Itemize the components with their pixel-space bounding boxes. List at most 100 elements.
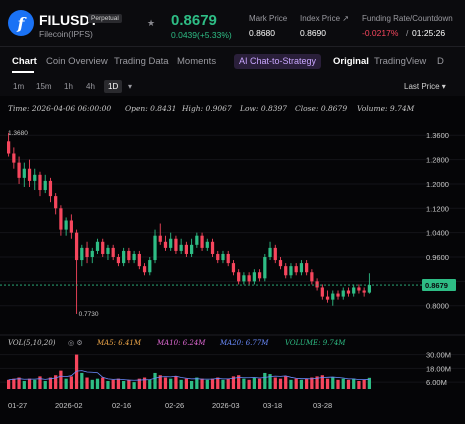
volume-bar	[163, 377, 168, 389]
volume-bar	[352, 378, 356, 389]
candle-body	[205, 241, 209, 248]
ohlc-open: Open: 0.8431	[125, 104, 176, 113]
candle-body	[38, 174, 42, 191]
coin-subname: Filecoin(IPFS)	[39, 29, 93, 39]
tab-ai-chat-to-strategy[interactable]: AI Chat-to-Strategy	[234, 54, 322, 69]
candle-body	[169, 238, 173, 248]
candle-body	[195, 235, 199, 245]
candle-body	[122, 250, 126, 264]
volume-bar	[64, 378, 68, 389]
interval-1m[interactable]: 1m	[13, 82, 25, 91]
tab-coin-overview[interactable]: Coin Overview	[46, 56, 108, 67]
tab-chart[interactable]: Chart	[12, 56, 37, 67]
volume-bar	[80, 372, 84, 389]
candle-body	[137, 253, 141, 267]
volume-bar	[101, 377, 105, 389]
candle-body	[336, 293, 340, 297]
candle-body	[12, 153, 16, 163]
last-price-tag-text: 0.8679	[425, 281, 448, 290]
funding-rate-value: -0.0217%	[362, 28, 399, 38]
eye-icon[interactable]: ◎ ⚙	[68, 339, 83, 347]
favorite-star-icon[interactable]: ★	[147, 18, 156, 28]
candle-body	[216, 253, 220, 261]
candle-body	[247, 275, 251, 282]
volume-bar	[331, 377, 335, 389]
candle-body	[263, 257, 267, 279]
volume-bar	[247, 379, 251, 389]
interval-1h[interactable]: 1h	[64, 82, 73, 91]
price-change: 0.0439(+5.33%)	[171, 30, 232, 40]
volume-bar	[54, 375, 58, 389]
volume-bar	[127, 379, 131, 389]
candle-body	[357, 287, 361, 291]
candle-body	[242, 275, 246, 282]
last-price-selector[interactable]: Last Price ▾	[404, 82, 446, 91]
interval-1d[interactable]: 1D	[104, 80, 123, 93]
time-tick-label: 2026-02	[55, 401, 83, 410]
candle-body	[226, 253, 230, 264]
tab-depth[interactable]: D	[437, 56, 444, 67]
symbol-title[interactable]: FILUSDT	[39, 12, 99, 28]
ohlc-high: High: 0.9067	[181, 104, 232, 113]
volume-bar	[158, 375, 162, 389]
candle-body	[111, 247, 115, 258]
chart-background	[0, 96, 465, 424]
candle-body	[352, 287, 356, 294]
volume-bar	[367, 377, 372, 389]
candle-body	[174, 238, 178, 251]
candle-body	[273, 247, 277, 261]
tab-trading-data[interactable]: Trading Data	[114, 56, 169, 67]
candle-body	[284, 266, 288, 276]
interval-dropdown-chevron-icon[interactable]: ▾	[128, 82, 133, 91]
funding-countdown: 01:25:26	[412, 28, 446, 38]
time-tick-label: 03-28	[313, 401, 332, 410]
interval-4h[interactable]: 4h	[86, 82, 95, 91]
ohlc-low: Low: 0.8397	[239, 104, 287, 113]
volume-bar	[278, 378, 283, 389]
candle-body	[299, 263, 304, 273]
tab-tradingview[interactable]: TradingView	[374, 56, 427, 67]
volume-bar	[38, 376, 42, 389]
perpetual-badge: Perpetual	[88, 14, 122, 23]
volume-bar	[362, 379, 366, 389]
candle-body	[310, 272, 314, 282]
volume-bar	[27, 378, 32, 389]
candle-body	[305, 263, 309, 273]
volume-tick-label: 6.00M	[426, 378, 447, 387]
volume-bar	[122, 380, 126, 389]
volume-bar	[137, 378, 141, 389]
candle-body	[85, 247, 89, 258]
candlestick-chart[interactable]: Time: 2026-04-06 06:00:00 Open: 0.8431 H…	[0, 96, 465, 424]
volume-bar	[231, 376, 236, 389]
volume-bar	[205, 379, 209, 389]
tab-moments[interactable]: Moments	[177, 56, 217, 67]
volume-bar	[116, 378, 121, 389]
volume-bar	[216, 377, 220, 389]
volume-tick-label: 30.00M	[426, 351, 451, 360]
candle-body	[54, 196, 58, 209]
last-price-tag	[422, 279, 456, 292]
time-tick-label: 03-18	[263, 401, 282, 410]
volume-bar	[226, 378, 230, 389]
candle-body	[200, 235, 204, 248]
volume-bar	[179, 379, 183, 389]
volume-bar	[184, 378, 189, 389]
volume-bar	[142, 377, 147, 389]
index-price-label[interactable]: Index Price ↗	[300, 14, 349, 23]
tab-original[interactable]: Original	[333, 56, 369, 67]
vol-ma20: MA20: 6.77M	[219, 339, 269, 347]
volume-bar	[106, 380, 110, 389]
time-tick-label: 01-27	[8, 401, 27, 410]
candle-body	[294, 266, 298, 273]
volume-bar	[336, 379, 340, 389]
candle-body	[362, 290, 366, 293]
header	[0, 0, 465, 46]
vol-ma5: MA5: 6.41M	[96, 339, 142, 347]
volume-bar	[268, 374, 272, 389]
candle-body	[237, 272, 241, 282]
volume-bar	[357, 380, 361, 389]
ohlc-volume: Volume: 9.74M	[357, 104, 415, 113]
candle-body	[315, 281, 319, 288]
interval-15m[interactable]: 15m	[36, 82, 52, 91]
candle-body	[59, 208, 63, 230]
